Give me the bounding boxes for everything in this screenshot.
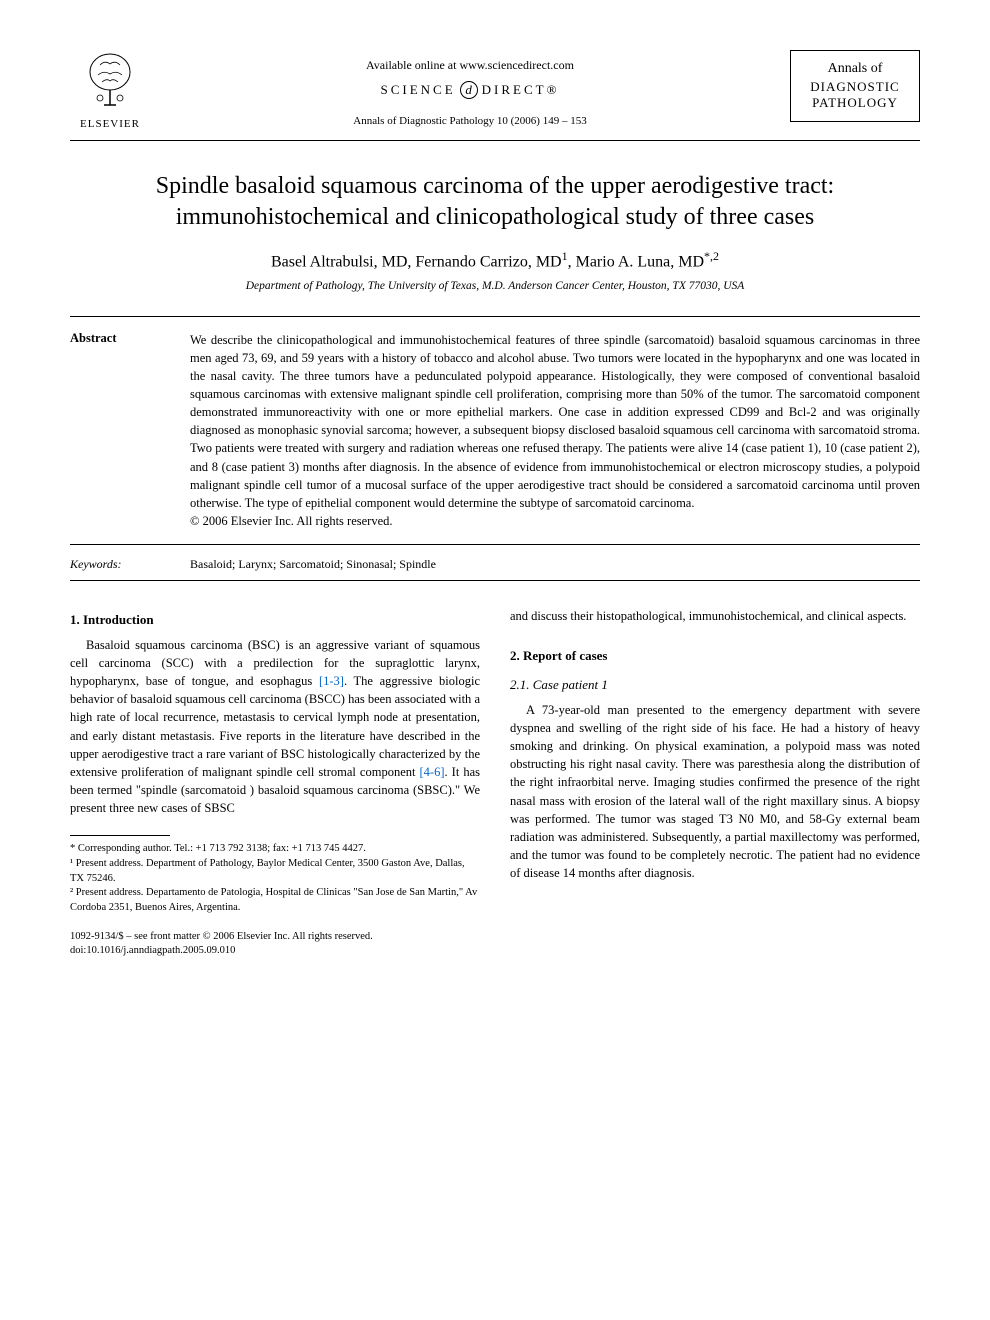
issn-copyright-line: 1092-9134/$ – see front matter © 2006 El… [70, 930, 480, 945]
elsevier-tree-icon [80, 50, 140, 110]
abstract-label: Abstract [70, 331, 190, 530]
publisher-logo: ELSEVIER [70, 50, 150, 130]
affiliation: Department of Pathology, The University … [70, 280, 920, 292]
intro-text-b: . The aggressive biologic behavior of ba… [70, 674, 480, 779]
citation-link-2[interactable]: [4-6] [420, 765, 445, 779]
keywords-text: Basaloid; Larynx; Sarcomatoid; Sinonasal… [190, 557, 436, 572]
body-columns: 1. Introduction Basaloid squamous carcin… [70, 607, 920, 959]
article-title: Spindle basaloid squamous carcinoma of t… [90, 171, 900, 233]
right-column: and discuss their histopathological, imm… [510, 607, 920, 959]
sd-d-icon: d [460, 81, 478, 99]
journal-title-box: Annals of DIAGNOSTIC PATHOLOGY [790, 50, 920, 122]
header-center: Available online at www.sciencedirect.co… [150, 50, 790, 127]
intro-paragraph: Basaloid squamous carcinoma (BSC) is an … [70, 636, 480, 817]
citation-link-1[interactable]: [1-3] [319, 674, 344, 688]
abstract-body: We describe the clinicopathological and … [190, 333, 920, 510]
page-header: ELSEVIER Available online at www.science… [70, 50, 920, 141]
abstract-block: Abstract We describe the clinicopatholog… [70, 316, 920, 545]
footnote-2: ² Present address. Departamento de Patol… [70, 886, 480, 915]
journal-box-line-2: DIAGNOSTIC [799, 79, 911, 95]
subsection-heading-case1: 2.1. Case patient 1 [510, 676, 920, 695]
available-online-text: Available online at www.sciencedirect.co… [150, 58, 790, 73]
keywords-label: Keywords: [70, 557, 190, 572]
journal-box-line-1: Annals of [799, 61, 911, 77]
section-heading-report: 2. Report of cases [510, 647, 920, 666]
abstract-copyright: © 2006 Elsevier Inc. All rights reserved… [190, 514, 393, 528]
sd-right: DIRECT® [482, 82, 560, 98]
footnote-1: ¹ Present address. Department of Patholo… [70, 857, 480, 886]
header-row: ELSEVIER Available online at www.science… [70, 50, 920, 130]
footer-meta: 1092-9134/$ – see front matter © 2006 El… [70, 930, 480, 959]
sd-left: SCIENCE [381, 82, 456, 98]
footnote-separator [70, 835, 170, 836]
authors-line: Basel Altrabulsi, MD, Fernando Carrizo, … [70, 249, 920, 271]
case1-paragraph: A 73-year-old man presented to the emerg… [510, 701, 920, 882]
footnotes-block: * Corresponding author. Tel.: +1 713 792… [70, 842, 480, 915]
section-heading-intro: 1. Introduction [70, 611, 480, 630]
keywords-block: Keywords: Basaloid; Larynx; Sarcomatoid;… [70, 549, 920, 581]
left-column: 1. Introduction Basaloid squamous carcin… [70, 607, 480, 959]
corresponding-author-footnote: * Corresponding author. Tel.: +1 713 792… [70, 842, 480, 857]
intro-continuation: and discuss their histopathological, imm… [510, 607, 920, 625]
abstract-text: We describe the clinicopathological and … [190, 331, 920, 530]
journal-reference: Annals of Diagnostic Pathology 10 (2006)… [150, 115, 790, 127]
publisher-name: ELSEVIER [70, 118, 150, 130]
doi-line: doi:10.1016/j.anndiagpath.2005.09.010 [70, 944, 480, 959]
journal-box-line-3: PATHOLOGY [799, 95, 911, 111]
sciencedirect-logo: SCIENCE d DIRECT® [381, 81, 560, 99]
journal-page: ELSEVIER Available online at www.science… [0, 0, 990, 999]
